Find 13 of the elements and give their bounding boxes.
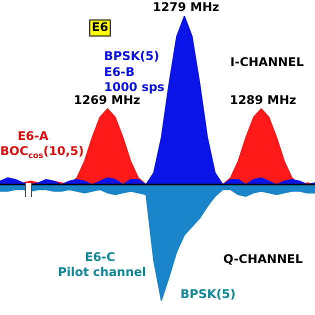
- annotation: 1000 sps: [104, 80, 164, 94]
- annotation: BPSK(5): [180, 287, 236, 302]
- text: 1279 MHz: [152, 0, 220, 14]
- annotation: E6-A: [18, 129, 50, 144]
- annotation: BPSK(5): [104, 49, 160, 64]
- annotation: E6-B: [104, 65, 135, 80]
- annotation: E6: [92, 20, 108, 34]
- annotation: 1289 MHz: [230, 93, 296, 108]
- annotation: 1269 MHz: [74, 93, 140, 108]
- annotation: Q-CHANNEL: [223, 252, 304, 266]
- annotation: I-CHANNEL: [230, 55, 304, 70]
- annotation: Pilot channel: [58, 265, 146, 280]
- annotation: E6-C: [84, 250, 116, 264]
